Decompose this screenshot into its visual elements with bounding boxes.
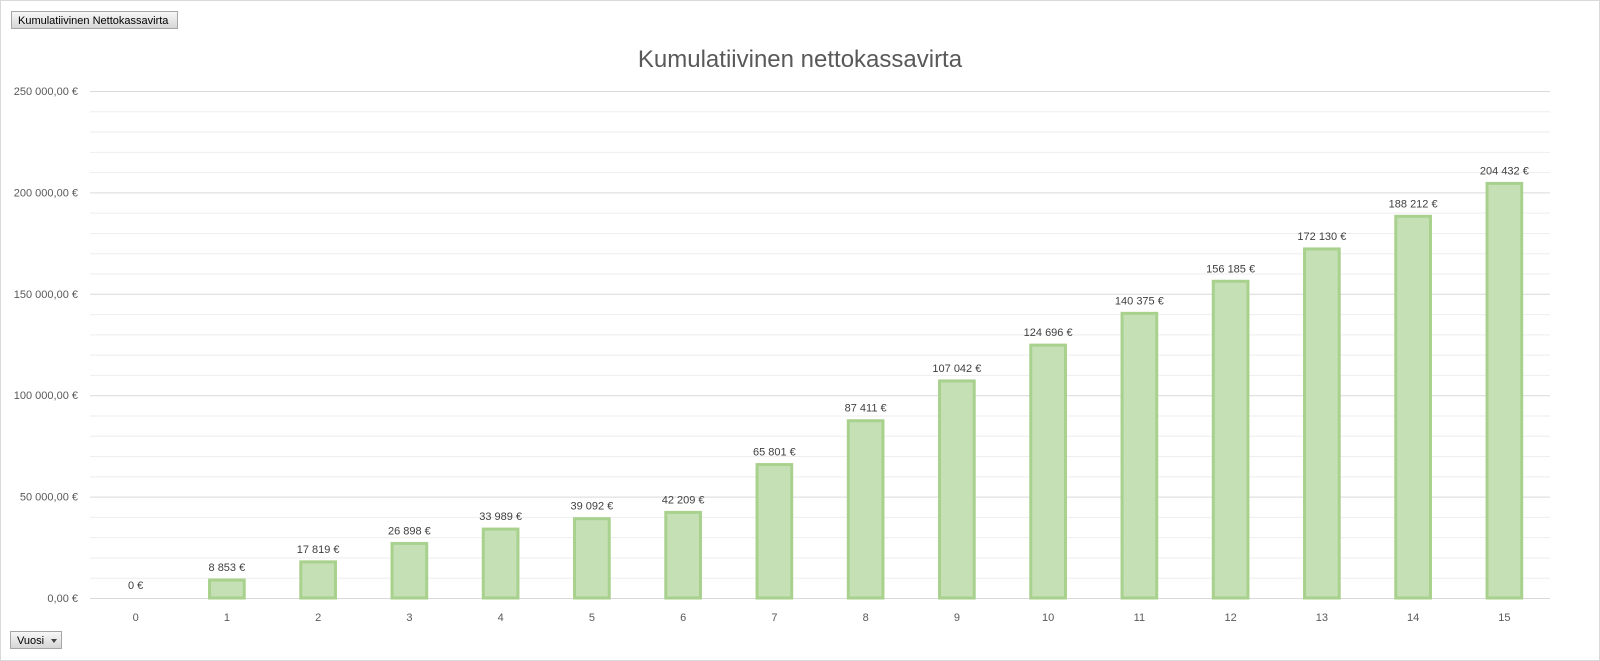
bar bbox=[208, 578, 246, 600]
data-label: 17 819 € bbox=[297, 544, 340, 556]
bar bbox=[1120, 311, 1159, 600]
x-tick-label: 4 bbox=[498, 612, 504, 624]
chevron-down-icon[interactable] bbox=[51, 639, 57, 643]
data-label: 204 432 € bbox=[1480, 165, 1529, 177]
bar bbox=[1211, 279, 1250, 600]
x-tick-label: 9 bbox=[954, 612, 960, 624]
x-tick-label: 10 bbox=[1042, 612, 1054, 624]
x-tick-label: 14 bbox=[1407, 612, 1419, 624]
x-tick-label: 1 bbox=[224, 612, 230, 624]
x-tick-label: 0 bbox=[133, 612, 139, 624]
bars bbox=[208, 181, 1524, 600]
bar bbox=[846, 419, 885, 600]
data-labels: 0 € 8 853 € 17 819 € 26 898 € 33 989 € 39 092… bbox=[128, 165, 1529, 592]
data-label: 140 375 € bbox=[1115, 295, 1164, 307]
y-tick-label: 50 000,00 € bbox=[20, 492, 78, 504]
value-field-button-label: Kumulatiivinen Nettokassavirta bbox=[18, 15, 169, 27]
bar bbox=[573, 517, 611, 600]
x-tick-label: 13 bbox=[1316, 612, 1328, 624]
bar bbox=[481, 527, 520, 600]
bar bbox=[299, 560, 337, 600]
bar bbox=[1394, 214, 1432, 600]
chart-title: Kumulatiivinen nettokassavirta bbox=[638, 46, 963, 73]
x-tick-label: 7 bbox=[771, 612, 777, 624]
data-label: 124 696 € bbox=[1024, 327, 1073, 339]
x-tick-label: 2 bbox=[315, 612, 321, 624]
data-label: 0 € bbox=[128, 580, 143, 592]
x-tick-label: 12 bbox=[1225, 612, 1237, 624]
y-axis-labels: 0,00 € 50 000,00 € 100 000,00 € 150 000,00 … bbox=[14, 86, 78, 605]
data-label: 87 411 € bbox=[845, 403, 887, 415]
x-axis-labels: 0 1 2 3 4 5 6 7 8 9 10 11 12 13 14 15 bbox=[133, 612, 1511, 624]
data-label: 65 801 € bbox=[753, 447, 796, 459]
bar bbox=[1029, 343, 1067, 600]
bar bbox=[938, 379, 976, 600]
bar bbox=[755, 463, 794, 600]
bar bbox=[1485, 181, 1524, 600]
x-tick-label: 11 bbox=[1134, 612, 1145, 624]
data-label: 8 853 € bbox=[209, 562, 246, 574]
bar bbox=[390, 541, 429, 600]
axis-field-button-label: Vuosi bbox=[17, 635, 45, 647]
data-label: 156 185 € bbox=[1206, 263, 1255, 275]
data-label: 26 898 € bbox=[388, 525, 431, 537]
x-tick-label: 6 bbox=[680, 612, 686, 624]
y-tick-label: 0,00 € bbox=[47, 593, 78, 605]
data-label: 107 042 € bbox=[932, 363, 981, 375]
y-tick-label: 250 000,00 € bbox=[14, 86, 78, 98]
data-label: 33 989 € bbox=[479, 511, 522, 523]
x-tick-label: 8 bbox=[863, 612, 869, 624]
x-tick-label: 15 bbox=[1498, 612, 1510, 624]
bar bbox=[664, 510, 702, 600]
y-tick-label: 150 000,00 € bbox=[14, 289, 78, 301]
data-label: 172 130 € bbox=[1297, 231, 1346, 243]
bar bbox=[1303, 247, 1341, 600]
x-tick-label: 5 bbox=[589, 612, 595, 624]
data-label: 188 212 € bbox=[1389, 198, 1438, 210]
x-tick-label: 3 bbox=[406, 612, 412, 624]
y-tick-label: 200 000,00 € bbox=[14, 187, 78, 199]
axis-field-button[interactable]: Vuosi bbox=[10, 631, 62, 649]
y-tick-label: 100 000,00 € bbox=[14, 390, 78, 402]
data-label: 39 092 € bbox=[570, 501, 613, 513]
data-label: 42 209 € bbox=[662, 494, 705, 506]
value-field-button[interactable]: Kumulatiivinen Nettokassavirta bbox=[11, 11, 178, 29]
